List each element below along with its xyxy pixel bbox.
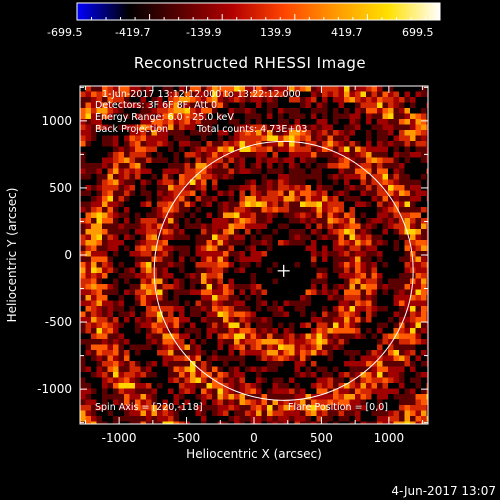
annotations: 1-Jun-2017 13:12:12.000 to 13:22:12.000 … — [95, 89, 388, 413]
x-tick-label: 1000 — [374, 431, 405, 445]
colorbar-labels: -699.5 -419.7 -139.9 139.9 419.7 699.5 — [47, 26, 434, 39]
colorbar-label-5: 699.5 — [402, 26, 434, 39]
y-tick-label: -1000 — [37, 382, 72, 396]
annotation-method: Back Projection — [95, 124, 168, 135]
colorbar-label-4: 419.7 — [331, 26, 363, 39]
colorbar-label-3: 139.9 — [260, 26, 292, 39]
annotation-total-counts: Total counts: 4.73E+03 — [196, 124, 307, 135]
y-axis-label: Heliocentric Y (arcsec) — [5, 188, 19, 323]
axis-ticks — [80, 86, 428, 424]
annotation-detectors: Detectors: 3F 6F 8F, Att 0 — [95, 100, 217, 111]
colorbar-ticks — [76, 14, 441, 20]
chart-title: Reconstructed RHESSI Image — [134, 54, 366, 72]
annotation-energy-range: Energy Range: 6.0 - 25.0 keV — [95, 112, 234, 123]
annotation-flare-position: Flare Position = [0,0] — [288, 402, 388, 413]
colorbar-label-2: -139.9 — [186, 26, 221, 39]
x-axis-label: Heliocentric X (arcsec) — [186, 447, 322, 461]
colorbar — [76, 2, 441, 21]
annotation-time-range: 1-Jun-2017 13:12:12.000 to 13:22:12.000 — [102, 89, 301, 100]
x-tick-labels: -1000 -500 0 500 1000 — [102, 431, 404, 445]
x-tick-label: -1000 — [102, 431, 137, 445]
y-tick-label: 0 — [64, 248, 72, 262]
solar-limb-circle — [153, 140, 414, 401]
y-tick-labels: -1000 -500 0 500 1000 — [37, 114, 72, 396]
y-tick-label: 1000 — [41, 114, 72, 128]
sun-center-cross — [277, 264, 290, 277]
x-tick-label: 0 — [250, 431, 258, 445]
annotation-spin-axis: Spin Axis = [220,-118] — [95, 402, 203, 413]
y-tick-label: -500 — [45, 315, 72, 329]
timestamp: 4-Jun-2017 13:07 — [391, 484, 496, 498]
heatmap-cells — [80, 86, 428, 424]
x-tick-label: -500 — [173, 431, 200, 445]
x-tick-label: 500 — [310, 431, 333, 445]
y-tick-label: 500 — [49, 181, 72, 195]
colorbar-label-1: -419.7 — [115, 26, 150, 39]
colorbar-label-0: -699.5 — [47, 26, 82, 39]
